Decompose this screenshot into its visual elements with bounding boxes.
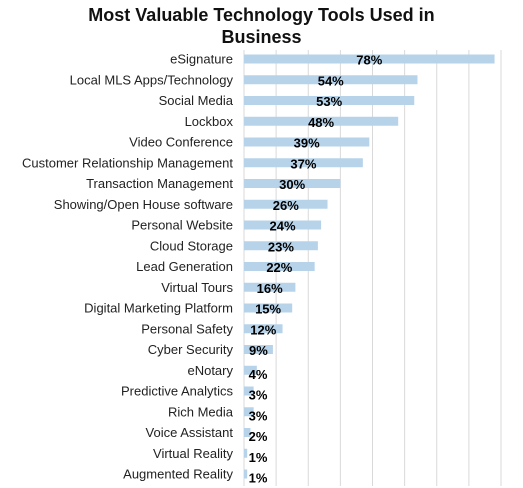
category-label: Virtual Tours	[161, 280, 233, 295]
data-label: 53%	[316, 94, 342, 109]
bar	[244, 469, 248, 479]
category-label: Social Media	[159, 93, 234, 108]
category-label: Lockbox	[185, 114, 234, 129]
data-label: 15%	[255, 302, 281, 317]
data-label: 1%	[249, 450, 268, 465]
chart-title: Most Valuable Technology Tools Used in B…	[0, 4, 523, 48]
value-labels: 78% 54% 53% 48% 39% 37% 30% 26% 24% 23% 22% 16% 15% 1…	[249, 53, 383, 486]
data-label: 22%	[266, 260, 292, 275]
category-label: eSignature	[170, 52, 233, 67]
data-label: 12%	[250, 322, 276, 337]
data-label: 3%	[249, 408, 268, 423]
data-label: 16%	[257, 281, 283, 296]
bar	[244, 282, 296, 292]
bar	[244, 116, 399, 126]
category-label: Transaction Management	[86, 176, 233, 191]
bar	[244, 75, 418, 85]
bar	[244, 179, 341, 188]
data-label: 9%	[249, 343, 268, 358]
category-label: Personal Safety	[141, 321, 233, 336]
bar	[244, 303, 293, 313]
category-label: Augmented Reality	[123, 467, 233, 482]
category-labels: eSignature Local MLS Apps/Technology Socia…	[22, 52, 234, 482]
data-label: 1%	[249, 471, 268, 486]
bar	[244, 386, 254, 396]
bar	[244, 137, 370, 147]
data-label: 23%	[268, 239, 294, 254]
category-label: Digital Marketing Platform	[84, 301, 233, 316]
data-label: 48%	[308, 115, 334, 130]
bar	[244, 345, 273, 354]
data-label: 78%	[356, 53, 382, 68]
category-label: eNotary	[187, 363, 233, 378]
data-label: 24%	[270, 219, 296, 234]
category-label: Cyber Security	[148, 342, 234, 357]
bar	[244, 54, 495, 64]
data-label: 54%	[318, 73, 344, 88]
bar	[244, 448, 248, 458]
category-label: Showing/Open House software	[54, 197, 233, 212]
data-label: 39%	[294, 136, 320, 151]
data-label: 26%	[273, 198, 299, 213]
category-label: Lead Generation	[136, 259, 233, 274]
bar	[244, 324, 283, 334]
bar	[244, 262, 315, 271]
category-label: Customer Relationship Management	[22, 155, 233, 170]
bar	[244, 220, 322, 230]
bar	[244, 158, 363, 168]
bars	[244, 54, 495, 479]
category-label: Voice Assistant	[146, 425, 234, 440]
data-label: 37%	[290, 156, 316, 171]
category-label: Local MLS Apps/Technology	[70, 72, 234, 87]
bar	[244, 365, 257, 375]
bar	[244, 96, 415, 105]
bar	[244, 241, 318, 251]
bar	[244, 407, 254, 417]
bar	[244, 199, 328, 209]
category-label: Personal Website	[131, 218, 233, 233]
data-label: 2%	[249, 429, 268, 444]
data-label: 30%	[279, 177, 305, 192]
data-label: 4%	[249, 367, 268, 382]
bar	[244, 428, 251, 437]
category-label: Video Conference	[129, 135, 233, 150]
data-label: 3%	[249, 388, 268, 403]
chart-title-line-1: Most Valuable Technology Tools Used in	[88, 5, 435, 25]
category-label: Virtual Reality	[153, 446, 233, 461]
category-label: Cloud Storage	[150, 238, 233, 253]
chart-title-line-2: Business	[221, 27, 302, 47]
category-label: Rich Media	[168, 404, 234, 419]
category-label: Predictive Analytics	[121, 384, 233, 399]
